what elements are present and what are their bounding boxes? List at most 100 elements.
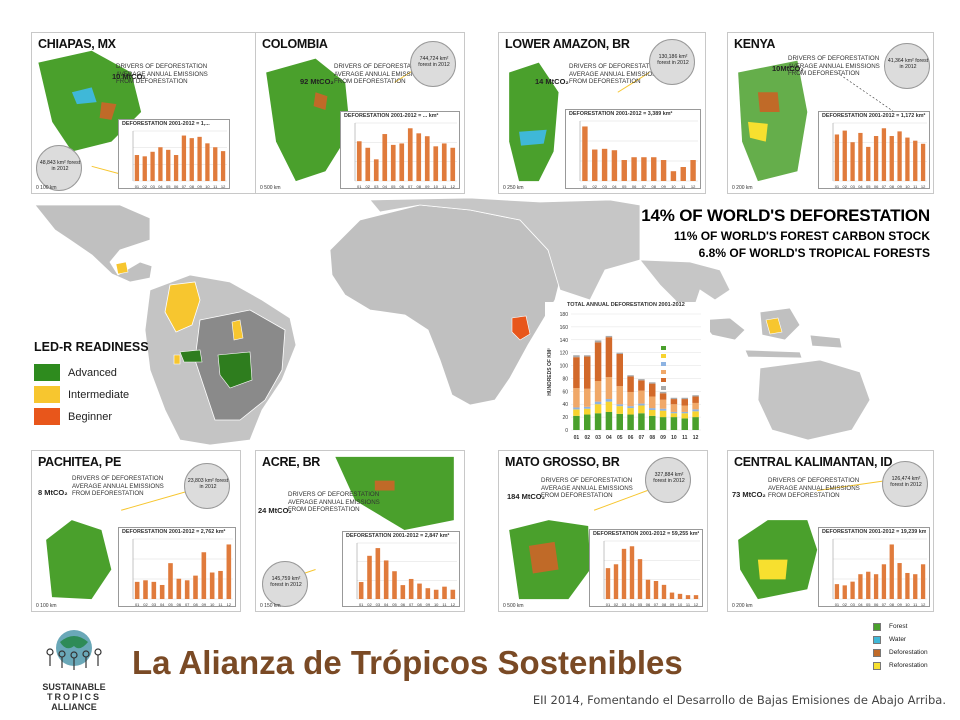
panel-title: MATO GROSSO, BR <box>505 455 620 469</box>
emissions-value-box: 24 MtCO₂ <box>258 507 292 516</box>
chart-plot: 01 02 03 04 05 06 07 08 09 10 11 12 <box>832 538 927 607</box>
bar <box>881 128 887 181</box>
deforestation-chart: DEFORESTATION 2001-2012 = 3,389 km² 01 02… <box>565 109 701 189</box>
forest-lens-text: 48,843 km² forest in 2012 <box>39 160 81 172</box>
stacked-bar-segment <box>670 417 678 430</box>
tick-label: 09 <box>670 602 675 607</box>
bar <box>669 592 675 599</box>
stacked-bar-segment <box>573 407 580 410</box>
pachitea-forest-map <box>46 490 191 600</box>
tick-label: 08 <box>652 184 657 189</box>
bar <box>450 147 456 181</box>
stacked-bar-segment <box>594 404 602 414</box>
stacked-bar-segment <box>649 410 656 416</box>
pachitea-region <box>173 354 181 365</box>
logo-line-1: SUSTAINABLE <box>42 682 106 692</box>
chiapas-region <box>115 261 129 275</box>
stacked-bar-segment <box>627 376 634 392</box>
tick-label: 06 <box>646 602 651 607</box>
headline-stats: 14% OF WORLD'S DEFORESTATION 11% OF WORL… <box>641 206 930 260</box>
x-tick-label: 04 <box>606 435 612 441</box>
tick-label: 12 <box>221 184 226 189</box>
chart-title: DEFORESTATION 2001-2012 = 1,... <box>122 121 210 127</box>
drivers-label: DRIVERS OF DEFORESTATION AVERAGE ANNUAL … <box>768 477 860 499</box>
tick-label: 04 <box>858 184 863 189</box>
deforestation-chart: DEFORESTATION 2001-2012 = ... km² 01 02 03… <box>340 111 460 189</box>
bar <box>685 595 691 599</box>
bar <box>601 148 608 181</box>
stacked-bar-segment <box>649 382 656 384</box>
tick-label: 02 <box>143 184 148 189</box>
key-item-forest: Forest <box>873 620 928 633</box>
bar <box>660 160 667 181</box>
stacked-bar-segment <box>638 403 645 406</box>
x-tick-label: 03 <box>595 435 601 441</box>
key-item-water: Water <box>873 633 928 646</box>
bar <box>889 136 894 181</box>
bar <box>213 147 218 181</box>
tick-label: 04 <box>630 602 635 607</box>
tick-label: 11 <box>913 184 918 189</box>
total-legend-swatch <box>661 386 666 390</box>
stacked-bar-segment <box>584 388 591 407</box>
tick-label: 12 <box>451 184 456 189</box>
mato-grosso-forest-map <box>509 490 648 600</box>
chart-plot: 01 02 03 04 05 06 07 08 09 10 11 12 <box>579 120 698 189</box>
total-legend-swatch <box>661 354 666 358</box>
tick-label: 07 <box>408 184 413 189</box>
x-tick-label: 10 <box>671 435 677 441</box>
panel-mato-grosso: MATO GROSSO, BR DRIVERS OF DEFORESTATION… <box>498 450 708 612</box>
bar <box>653 580 659 599</box>
map-key-legend: Forest Water Deforestation Reforestation <box>873 620 928 672</box>
tick-label: 06 <box>874 602 879 607</box>
bar <box>143 580 148 599</box>
stacked-bar-segment <box>659 410 667 418</box>
deforestation-chart: DEFORESTATION 2001-2012 = 1,172 km² 01 02… <box>818 111 930 189</box>
acre-region <box>179 349 203 363</box>
bar <box>889 544 894 599</box>
tick-label: 06 <box>177 602 182 607</box>
bar <box>450 589 456 599</box>
tick-label: 12 <box>921 602 926 607</box>
bar <box>680 167 686 181</box>
chart-plot: 01 02 03 04 05 06 07 08 09 10 11 12 <box>356 542 457 607</box>
drivers-label: DRIVERS OF DEFORESTATION AVERAGE ANNUAL … <box>569 63 661 85</box>
tick-label: 11 <box>213 184 218 189</box>
total-legend-swatch <box>661 362 666 366</box>
headline-carbon-stock: 11% OF WORLD'S FOREST CARBON STOCK <box>674 229 930 243</box>
emissions-value: 73 MtCO₂ <box>732 490 766 499</box>
mexico-central-america-landmass <box>34 204 153 283</box>
chart-title: DEFORESTATION 2001-2012 = 3,389 km² <box>569 111 673 117</box>
scale-bar: 0 100 km <box>36 185 57 191</box>
bar <box>382 134 388 181</box>
bar <box>641 157 647 181</box>
chart-plot: 01 02 03 04 05 06 07 08 09 10 11 12 <box>832 122 927 189</box>
forest-lens-text: 327,884 km² forest in 2012 <box>653 472 685 484</box>
stacked-bar-segment <box>659 391 667 394</box>
bar <box>166 149 171 181</box>
chart-title: DEFORESTATION 2001-2012 = 59,255 km² <box>593 531 699 537</box>
bar <box>913 574 918 599</box>
bar <box>400 585 406 599</box>
tick-label: 04 <box>384 602 389 607</box>
bar <box>189 138 194 181</box>
deforestation-chart: DEFORESTATION 2001-2012 = 1,... 01 02 03 04… <box>118 119 230 189</box>
y-tick-label: 120 <box>560 351 569 357</box>
bar <box>920 143 926 181</box>
bar <box>197 136 202 181</box>
bar <box>645 579 651 599</box>
stacked-bar-segment <box>594 401 602 405</box>
stacked-bar-segment <box>584 355 591 357</box>
key-label: Reforestation <box>889 662 928 669</box>
bar <box>690 160 696 181</box>
bar <box>201 552 207 599</box>
tick-label: 12 <box>921 184 926 189</box>
tick-label: 08 <box>890 602 895 607</box>
readiness-legend: LED-R READINESS Advanced Intermediate Be… <box>34 340 149 430</box>
bar <box>834 134 840 181</box>
tick-label: 12 <box>451 602 456 607</box>
y-tick-label: 60 <box>562 389 568 395</box>
chart-title: DEFORESTATION 2001-2012 = 19,239 km² <box>822 529 926 535</box>
lower-amazon-region <box>231 319 244 341</box>
